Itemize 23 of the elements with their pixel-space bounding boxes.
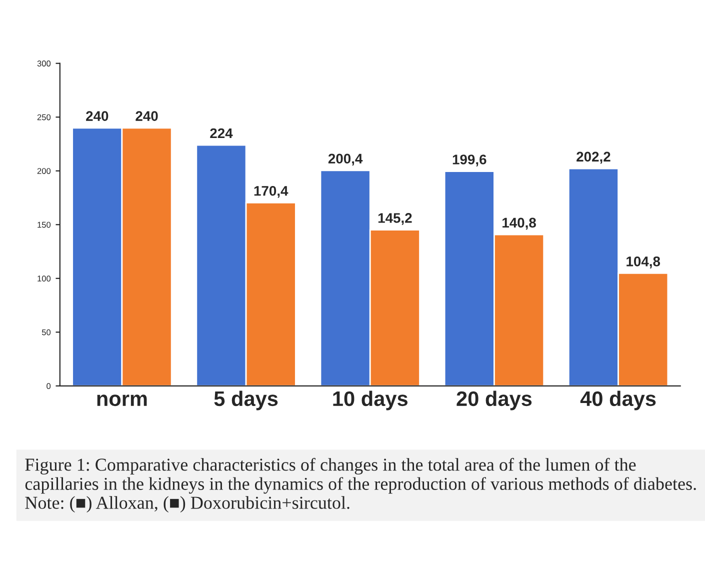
y-tick-label: 300 bbox=[37, 60, 51, 66]
x-tick-label: 10 days bbox=[333, 390, 408, 410]
data-label: 202,2 bbox=[576, 152, 610, 164]
y-tick-label: 50 bbox=[42, 329, 51, 336]
data-label: 200,4 bbox=[328, 154, 363, 166]
x-tick-label: norm bbox=[97, 394, 147, 406]
data-label: 140,8 bbox=[502, 218, 536, 230]
y-tick-label: 200 bbox=[37, 168, 51, 174]
data-label: 199,6 bbox=[452, 154, 486, 166]
data-label: 240 bbox=[86, 111, 108, 121]
caption: Figure 1: Comparative characteristics of changes in the total area of the lumen of the capillaries in the kidneys in the dynamics of the reproduction of various methods of diabetes. Note: (■) Alloxan, (■) Doxorubicin+sircutol. bbox=[25, 458, 696, 513]
data-label: 170,4 bbox=[254, 186, 288, 198]
data-label: 240 bbox=[136, 111, 158, 121]
x-tick-label: 20 days bbox=[456, 390, 532, 410]
x-tick-label: 5 days bbox=[214, 390, 278, 410]
x-tick-label: 40 days bbox=[580, 390, 656, 410]
y-tick-label: 0 bbox=[46, 383, 51, 390]
y-tick-label: 150 bbox=[38, 222, 51, 228]
data-label: 104,8 bbox=[626, 256, 660, 268]
data-label: 145,2 bbox=[378, 213, 412, 225]
y-tick-label: 100 bbox=[38, 276, 51, 282]
y-tick-label: 250 bbox=[37, 114, 51, 120]
data-label: 224 bbox=[210, 128, 233, 138]
